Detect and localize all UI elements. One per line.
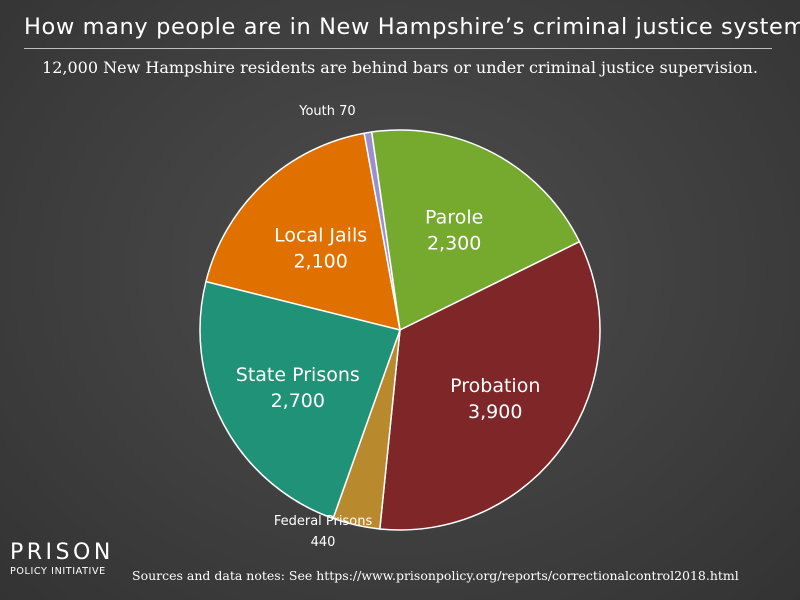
logo-sub-text: POLICY INITIATIVE (10, 566, 106, 577)
slice-value-probation: 3,900 (468, 401, 522, 423)
pie-slice-state-prisons (199, 280, 401, 520)
logo-main-text: PRISON (10, 540, 114, 565)
source-note: Sources and data notes: See https://www.… (132, 568, 739, 583)
chart-subtitle: 12,000 New Hampshire residents are behin… (42, 58, 758, 77)
slice-label-federal-prisons: Federal Prisons (274, 514, 373, 529)
slice-label-youth: Youth 70 (298, 104, 355, 119)
pie-slice-local-jails (205, 132, 401, 331)
chart-title: How many people are in New Hampshire’s c… (24, 14, 800, 40)
slice-label-local-jails: Local Jails (274, 224, 367, 246)
prison-policy-logo: PRISON POLICY INITIATIVE (10, 541, 110, 579)
slice-label-parole: Parole (425, 206, 483, 228)
slice-value-federal-prisons: 440 (311, 535, 336, 550)
title-divider (24, 48, 772, 49)
slice-value-parole: 2,300 (427, 232, 481, 254)
pie-slice-probation (379, 240, 601, 531)
slice-label-probation: Probation (450, 375, 540, 397)
slice-value-state-prisons: 2,700 (271, 390, 325, 412)
slice-value-local-jails: 2,100 (293, 250, 347, 272)
slice-label-state-prisons: State Prisons (236, 364, 360, 386)
pie-slice-parole (370, 129, 581, 331)
